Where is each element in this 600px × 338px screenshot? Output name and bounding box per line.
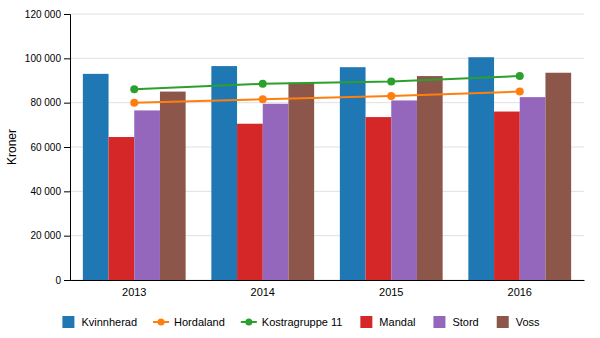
- legend-item: Mandal: [360, 316, 415, 328]
- bar: [340, 67, 366, 280]
- y-tick-mark: [64, 147, 70, 148]
- marker: [259, 80, 267, 88]
- bar: [391, 100, 417, 280]
- y-tick: 120 000: [25, 9, 70, 20]
- line-series: [130, 88, 524, 107]
- y-tick-mark: [64, 58, 70, 59]
- y-tick-label: 100 000: [25, 53, 62, 64]
- y-tick-label: 60 000: [30, 142, 61, 153]
- bar: [288, 83, 314, 280]
- x-tick: 2013: [122, 286, 146, 298]
- x-tick-label: 2013: [122, 286, 146, 298]
- marker: [516, 88, 524, 96]
- legend-label: Mandal: [379, 316, 415, 328]
- y-tick-mark: [64, 280, 70, 281]
- legend-swatch: [497, 316, 509, 328]
- legend-swatch: [360, 316, 372, 328]
- x-axis: 2013 2014 2015 2016: [71, 281, 585, 298]
- y-tick-label: 20 000: [30, 230, 61, 241]
- marker: [387, 92, 395, 100]
- x-tick: 2014: [251, 286, 275, 298]
- legend-label: Hordaland: [174, 316, 225, 328]
- bar: [263, 104, 289, 280]
- plot: 0 20 000 40 000 60 000 80 000 100 000 120 000 2…: [25, 9, 585, 298]
- y-tick-mark: [64, 14, 70, 15]
- legend-label: Kvinnherad: [81, 316, 137, 328]
- y-tick-label: 40 000: [30, 186, 61, 197]
- line-series: [130, 72, 524, 93]
- legend-item: Kvinnherad: [62, 316, 137, 328]
- x-tick-label: 2014: [251, 286, 275, 298]
- legend-label: Kostragruppe 11: [262, 316, 343, 328]
- y-tick-label: 0: [55, 275, 61, 286]
- legend-swatch: [433, 316, 445, 328]
- marker: [387, 78, 395, 86]
- bar-series: [83, 57, 494, 280]
- y-tick: 100 000: [25, 53, 70, 64]
- y-tick: 0: [55, 275, 70, 286]
- chart: 0 20 000 40 000 60 000 80 000 100 000 120 000 2…: [0, 0, 600, 338]
- y-tick: 80 000: [30, 97, 70, 108]
- x-axis-line: [71, 280, 585, 281]
- bar-series: [134, 97, 545, 280]
- grid: [70, 14, 584, 280]
- x-tick-label: 2015: [379, 286, 403, 298]
- line: [134, 92, 520, 103]
- bar: [211, 66, 237, 280]
- bar-series: [160, 73, 571, 280]
- bar: [83, 74, 109, 280]
- legend-item: Hordaland: [153, 316, 225, 328]
- bar: [237, 124, 263, 280]
- marker: [130, 99, 138, 107]
- grid-line: [70, 14, 584, 15]
- legend-swatch: [158, 319, 165, 326]
- grid-line: [70, 58, 584, 59]
- legend-swatch: [245, 319, 252, 326]
- legend-swatch: [62, 316, 74, 328]
- y-tick-label: 120 000: [25, 9, 62, 20]
- line: [134, 76, 520, 89]
- y-tick: 40 000: [30, 186, 70, 197]
- legend-item: Kostragruppe 11: [241, 316, 343, 328]
- y-axis: 0 20 000 40 000 60 000 80 000 100 000 120 000: [25, 9, 71, 286]
- marks: [83, 57, 571, 280]
- marker: [259, 95, 267, 103]
- y-tick: 60 000: [30, 142, 70, 153]
- bar: [160, 92, 186, 280]
- y-tick: 20 000: [30, 230, 70, 241]
- bar: [366, 117, 392, 280]
- y-axis-title: Kroner: [5, 129, 19, 165]
- y-tick-mark: [64, 103, 70, 104]
- y-axis-line: [64, 15, 71, 281]
- marker: [516, 72, 524, 80]
- legend-item: Voss: [497, 316, 540, 328]
- legend-item: Stord: [433, 316, 478, 328]
- bar: [545, 73, 571, 280]
- legend: Kvinnherad Hordaland Kostragruppe 11 Mandal…: [62, 316, 540, 328]
- marker: [130, 85, 138, 93]
- bar: [134, 110, 160, 280]
- x-tick-label: 2016: [508, 286, 532, 298]
- y-tick-mark: [64, 191, 70, 192]
- x-tick: 2016: [508, 286, 532, 298]
- bar: [109, 137, 135, 280]
- legend-label: Stord: [452, 316, 478, 328]
- legend-label: Voss: [516, 316, 540, 328]
- x-tick: 2015: [379, 286, 403, 298]
- bar: [520, 97, 546, 280]
- bar: [417, 76, 443, 280]
- y-tick-mark: [64, 236, 70, 237]
- bar: [494, 112, 520, 280]
- bar: [468, 57, 494, 280]
- y-tick-label: 80 000: [30, 97, 61, 108]
